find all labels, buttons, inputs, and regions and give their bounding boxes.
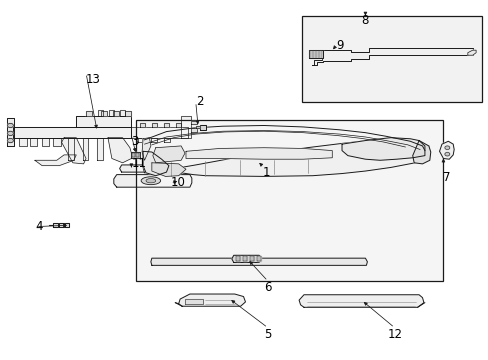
Polygon shape <box>61 138 86 164</box>
Text: 7: 7 <box>443 171 450 184</box>
Polygon shape <box>176 123 181 127</box>
Polygon shape <box>249 256 253 261</box>
Polygon shape <box>131 127 188 138</box>
Circle shape <box>7 138 13 143</box>
Polygon shape <box>30 138 37 146</box>
Text: 12: 12 <box>386 328 401 341</box>
Polygon shape <box>101 111 106 116</box>
Polygon shape <box>163 123 168 127</box>
Polygon shape <box>190 121 196 125</box>
Text: 6: 6 <box>264 281 271 294</box>
Polygon shape <box>181 116 190 138</box>
Ellipse shape <box>141 177 160 185</box>
Polygon shape <box>132 153 135 157</box>
Polygon shape <box>467 50 475 55</box>
Polygon shape <box>35 155 76 166</box>
Polygon shape <box>311 48 472 65</box>
Polygon shape <box>143 139 429 176</box>
Polygon shape <box>59 223 63 227</box>
Polygon shape <box>114 175 191 187</box>
Polygon shape <box>131 152 140 158</box>
Text: 3: 3 <box>131 135 139 148</box>
Ellipse shape <box>146 179 156 183</box>
Text: 5: 5 <box>264 328 271 341</box>
Polygon shape <box>257 256 261 261</box>
Polygon shape <box>76 116 131 127</box>
Circle shape <box>7 123 13 128</box>
Polygon shape <box>82 138 88 160</box>
Text: 8: 8 <box>361 14 368 27</box>
Polygon shape <box>308 50 322 58</box>
Polygon shape <box>152 123 157 127</box>
Polygon shape <box>412 140 430 164</box>
Polygon shape <box>140 123 144 127</box>
Polygon shape <box>13 127 131 138</box>
Polygon shape <box>235 256 239 261</box>
Polygon shape <box>163 138 169 142</box>
Polygon shape <box>143 151 168 176</box>
Polygon shape <box>153 146 184 163</box>
Polygon shape <box>98 110 103 116</box>
Text: 13: 13 <box>86 73 101 86</box>
Polygon shape <box>199 125 206 130</box>
Polygon shape <box>231 255 261 262</box>
Polygon shape <box>178 294 245 306</box>
Polygon shape <box>113 111 119 116</box>
Polygon shape <box>195 126 199 129</box>
Polygon shape <box>136 153 139 157</box>
Polygon shape <box>108 138 131 163</box>
Polygon shape <box>19 138 26 146</box>
Polygon shape <box>184 299 203 305</box>
Polygon shape <box>142 138 151 160</box>
Polygon shape <box>151 258 366 265</box>
Text: 11: 11 <box>131 157 146 170</box>
Bar <box>136 120 443 281</box>
Polygon shape <box>53 138 61 146</box>
Text: 2: 2 <box>195 95 203 108</box>
Polygon shape <box>53 223 58 227</box>
Text: 10: 10 <box>170 176 185 189</box>
Polygon shape <box>125 111 131 116</box>
Polygon shape <box>138 138 144 142</box>
Polygon shape <box>190 128 196 132</box>
Text: 4: 4 <box>36 220 43 233</box>
Polygon shape <box>152 163 185 176</box>
Circle shape <box>7 131 13 135</box>
Text: 9: 9 <box>335 39 343 52</box>
Circle shape <box>444 152 449 156</box>
Polygon shape <box>86 111 92 116</box>
Polygon shape <box>109 110 114 116</box>
Circle shape <box>444 146 449 149</box>
Polygon shape <box>120 110 125 116</box>
Polygon shape <box>42 138 49 146</box>
Polygon shape <box>120 165 174 172</box>
Text: 1: 1 <box>263 166 270 179</box>
Polygon shape <box>243 256 246 261</box>
Polygon shape <box>65 223 69 227</box>
Polygon shape <box>185 148 331 159</box>
Polygon shape <box>97 138 103 160</box>
Polygon shape <box>68 138 74 160</box>
Polygon shape <box>299 295 423 307</box>
Polygon shape <box>341 138 424 160</box>
Polygon shape <box>439 141 453 159</box>
Polygon shape <box>151 138 157 142</box>
Polygon shape <box>6 118 14 146</box>
Bar <box>302 16 482 102</box>
